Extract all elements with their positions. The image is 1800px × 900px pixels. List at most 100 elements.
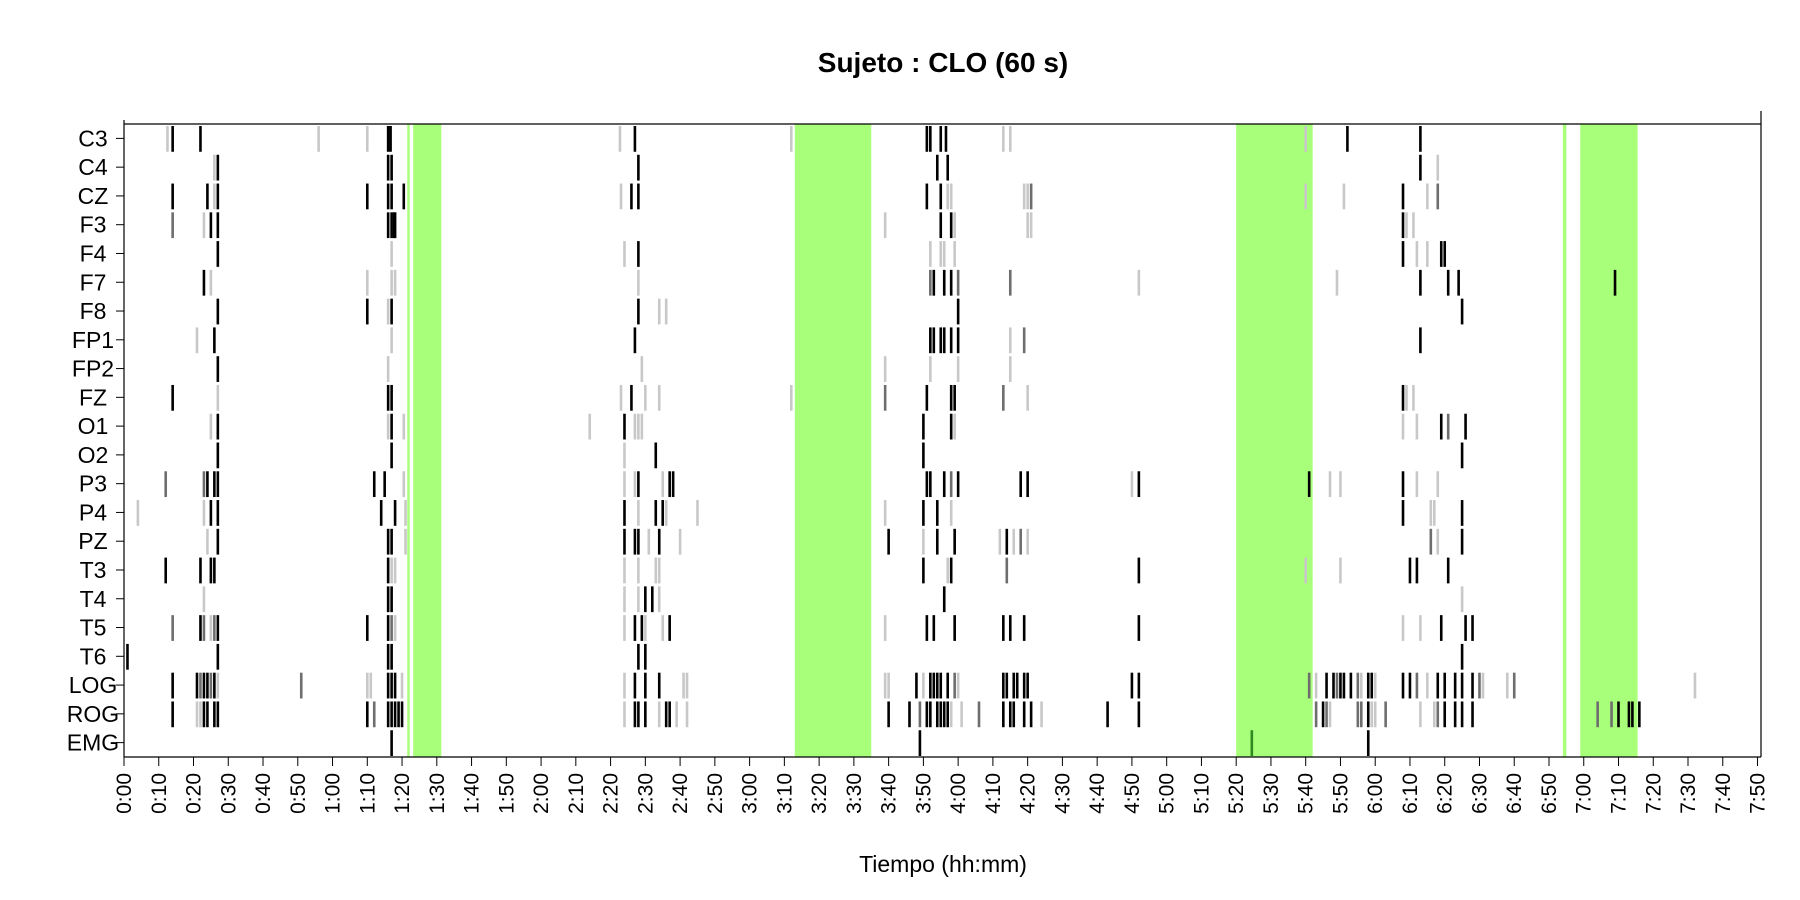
y-tick-label-log: LOG	[69, 672, 118, 698]
event-mark-t6-6	[1460, 643, 1464, 670]
x-tick-label-2: 0:20	[183, 773, 206, 814]
event-mark-f8-4	[637, 298, 640, 325]
event-mark-f3-14	[1401, 212, 1405, 239]
event-mark-o1-0	[209, 413, 213, 440]
event-mark-t4-6	[650, 586, 654, 613]
y-tick-label-cz: CZ	[78, 183, 109, 209]
event-mark-log-6	[213, 672, 216, 699]
event-mark-fz-14	[1026, 384, 1029, 411]
event-mark-log-53	[1401, 672, 1405, 699]
event-mark-o1-14	[1415, 413, 1419, 440]
event-mark-c3-5	[386, 126, 390, 152]
x-tick-label-1: 0:10	[148, 773, 171, 814]
event-mark-emg-1	[918, 730, 922, 756]
event-mark-t5-14	[661, 615, 665, 641]
event-mark-log-34	[1012, 672, 1016, 699]
event-mark-t4-3	[623, 586, 626, 613]
event-mark-pz-18	[1019, 528, 1023, 555]
y-tick-label-fp2: FP2	[72, 356, 114, 382]
event-mark-log-1	[195, 672, 199, 699]
x-tick-label-3: 0:30	[217, 773, 240, 814]
event-mark-t5-8	[390, 615, 393, 641]
y-tick-label-t5: T5	[80, 615, 107, 641]
event-mark-c4-7	[1419, 154, 1422, 181]
event-mark-rog-18	[657, 701, 661, 728]
event-mark-fp2-4	[929, 356, 932, 382]
event-mark-f8-5	[657, 298, 661, 325]
event-mark-rog-52	[1384, 701, 1387, 728]
y-tick-label-o1: O1	[78, 413, 109, 439]
event-mark-rog-47	[1356, 701, 1360, 728]
event-mark-rog-24	[908, 701, 911, 728]
event-mark-c4-5	[935, 154, 939, 181]
event-mark-emg-0	[390, 730, 393, 756]
event-mark-o1-3	[390, 413, 393, 440]
event-mark-cz-2	[213, 183, 216, 210]
event-mark-t5-5	[216, 615, 220, 641]
event-mark-rog-28	[935, 701, 939, 728]
event-mark-t5-28	[1471, 615, 1474, 641]
event-mark-fz-5	[630, 384, 633, 411]
event-mark-cz-12	[939, 183, 943, 210]
y-tick-label-o2: O2	[78, 442, 109, 468]
event-mark-rog-54	[1432, 701, 1436, 728]
event-mark-f3-13	[1029, 212, 1033, 239]
event-mark-o1-15	[1439, 413, 1443, 440]
event-mark-c4-2	[386, 154, 390, 181]
event-mark-log-51	[1370, 672, 1374, 699]
event-mark-cz-9	[630, 183, 633, 210]
event-mark-pz-14	[953, 528, 956, 555]
x-tick-label-23: 3:50	[912, 773, 935, 814]
event-mark-rog-44	[1321, 701, 1325, 728]
event-mark-t3-9	[654, 557, 658, 584]
event-mark-t3-17	[1339, 557, 1342, 584]
event-mark-rog-9	[386, 701, 390, 728]
x-tick-label-19: 3:10	[773, 773, 796, 814]
event-mark-c3-6	[389, 126, 392, 152]
x-tick-label-32: 5:20	[1225, 773, 1248, 814]
x-tick-label-20: 3:20	[808, 773, 831, 814]
event-mark-log-22	[887, 672, 890, 699]
event-mark-t5-4	[213, 615, 216, 641]
event-mark-rog-17	[644, 701, 647, 728]
event-mark-c3-7	[618, 126, 622, 152]
event-mark-p4-13	[883, 500, 887, 526]
event-mark-log-59	[1453, 672, 1457, 699]
event-mark-c3-8	[633, 126, 637, 152]
event-mark-t4-0	[202, 586, 206, 613]
x-tick-label-27: 4:30	[1051, 773, 1074, 814]
event-mark-t4-8	[942, 586, 946, 613]
event-mark-o2-1	[390, 442, 393, 469]
event-mark-p3-23	[1307, 471, 1311, 498]
event-mark-log-64	[1505, 672, 1509, 699]
event-mark-f7-5	[637, 269, 640, 296]
event-mark-f4-10	[1426, 241, 1429, 267]
event-mark-f7-2	[365, 269, 369, 296]
event-mark-log-40	[1307, 672, 1311, 699]
event-mark-cz-16	[1026, 183, 1029, 210]
event-mark-log-48	[1356, 672, 1360, 699]
x-tick-label-21: 3:30	[843, 773, 866, 814]
event-mark-f8-7	[956, 298, 960, 325]
event-mark-rog-10	[390, 701, 393, 728]
event-mark-t5-10	[623, 615, 626, 641]
event-mark-pz-0	[206, 528, 209, 555]
event-mark-rog-15	[633, 701, 637, 728]
event-mark-log-24	[922, 672, 925, 699]
event-mark-t6-1	[216, 643, 220, 670]
event-mark-f8-0	[216, 298, 220, 325]
event-mark-f8-1	[365, 298, 369, 325]
x-tick-label-34: 5:40	[1295, 773, 1318, 814]
x-tick-label-26: 4:20	[1017, 773, 1040, 814]
x-tick-label-47: 7:50	[1747, 773, 1770, 814]
event-mark-log-29	[946, 672, 950, 699]
event-mark-log-28	[939, 672, 943, 699]
event-mark-rog-45	[1325, 701, 1328, 728]
event-mark-t3-20	[1446, 557, 1450, 584]
event-mark-c4-6	[946, 154, 950, 181]
event-mark-rog-16	[637, 701, 640, 728]
event-mark-o1-17	[1464, 413, 1467, 440]
highlight-interval-2	[794, 124, 872, 757]
event-mark-rog-23	[887, 701, 890, 728]
event-mark-t4-4	[637, 586, 640, 613]
